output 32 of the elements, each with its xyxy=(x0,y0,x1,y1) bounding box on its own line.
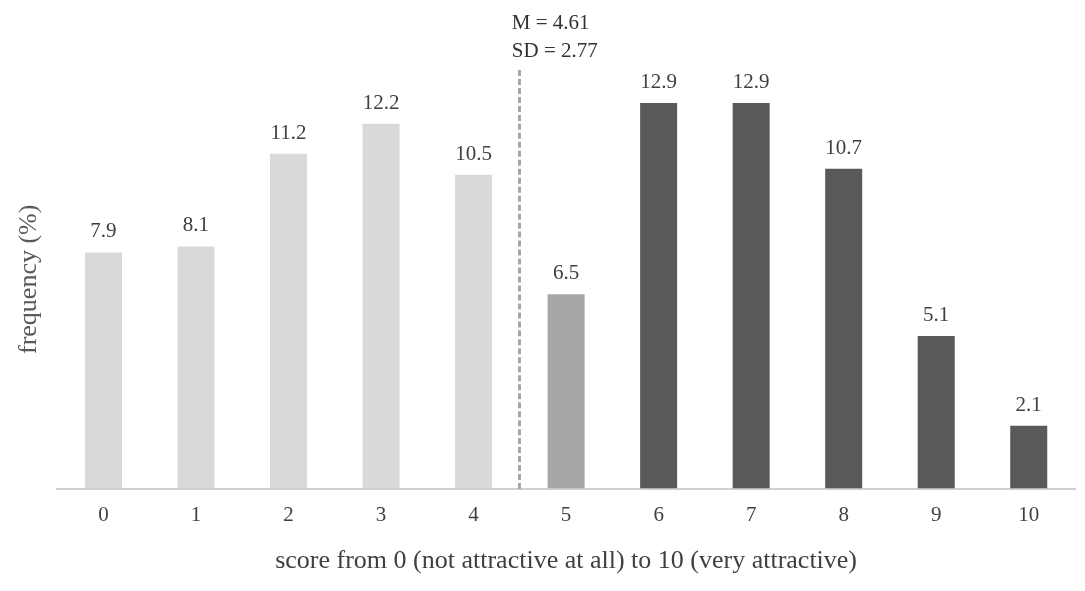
x-tick-label: 5 xyxy=(560,501,572,526)
x-tick-label: 3 xyxy=(375,501,387,526)
x-tick-label: 4 xyxy=(468,501,480,526)
x-tick-label: 10 xyxy=(1018,501,1040,526)
data-label: 12.2 xyxy=(362,89,400,114)
data-label: 2.1 xyxy=(1015,391,1042,416)
x-tick-label: 1 xyxy=(190,501,202,526)
data-label: 5.1 xyxy=(923,302,950,327)
x-axis-title: score from 0 (not attractive at all) to 10 (very attractive) xyxy=(275,545,858,575)
data-label: 11.2 xyxy=(270,119,307,144)
bar xyxy=(825,168,863,489)
bar xyxy=(547,294,585,489)
x-tick-label: 9 xyxy=(930,501,942,526)
data-label: 10.7 xyxy=(825,134,863,159)
text: M = 4.61 xyxy=(511,10,590,35)
data-label: 12.9 xyxy=(640,68,677,93)
data-label: 6.5 xyxy=(552,260,580,285)
data-label: 10.5 xyxy=(455,140,492,165)
bar xyxy=(1010,425,1048,489)
bar xyxy=(732,102,770,489)
x-tick-label: 7 xyxy=(745,501,757,526)
bar xyxy=(640,102,678,489)
data-label: 12.9 xyxy=(732,68,770,93)
text: SD = 2.77 xyxy=(511,38,598,63)
data-label: 7.9 xyxy=(90,218,117,243)
x-tick-label: 8 xyxy=(838,501,849,526)
x-tick-label: 2 xyxy=(283,501,294,526)
data-label: 8.1 xyxy=(182,212,210,237)
bar xyxy=(917,336,955,489)
x-tick-label: 0 xyxy=(98,501,109,526)
x-tick-label: 6 xyxy=(653,501,664,526)
y-axis-title: frequency (%) xyxy=(13,204,43,355)
